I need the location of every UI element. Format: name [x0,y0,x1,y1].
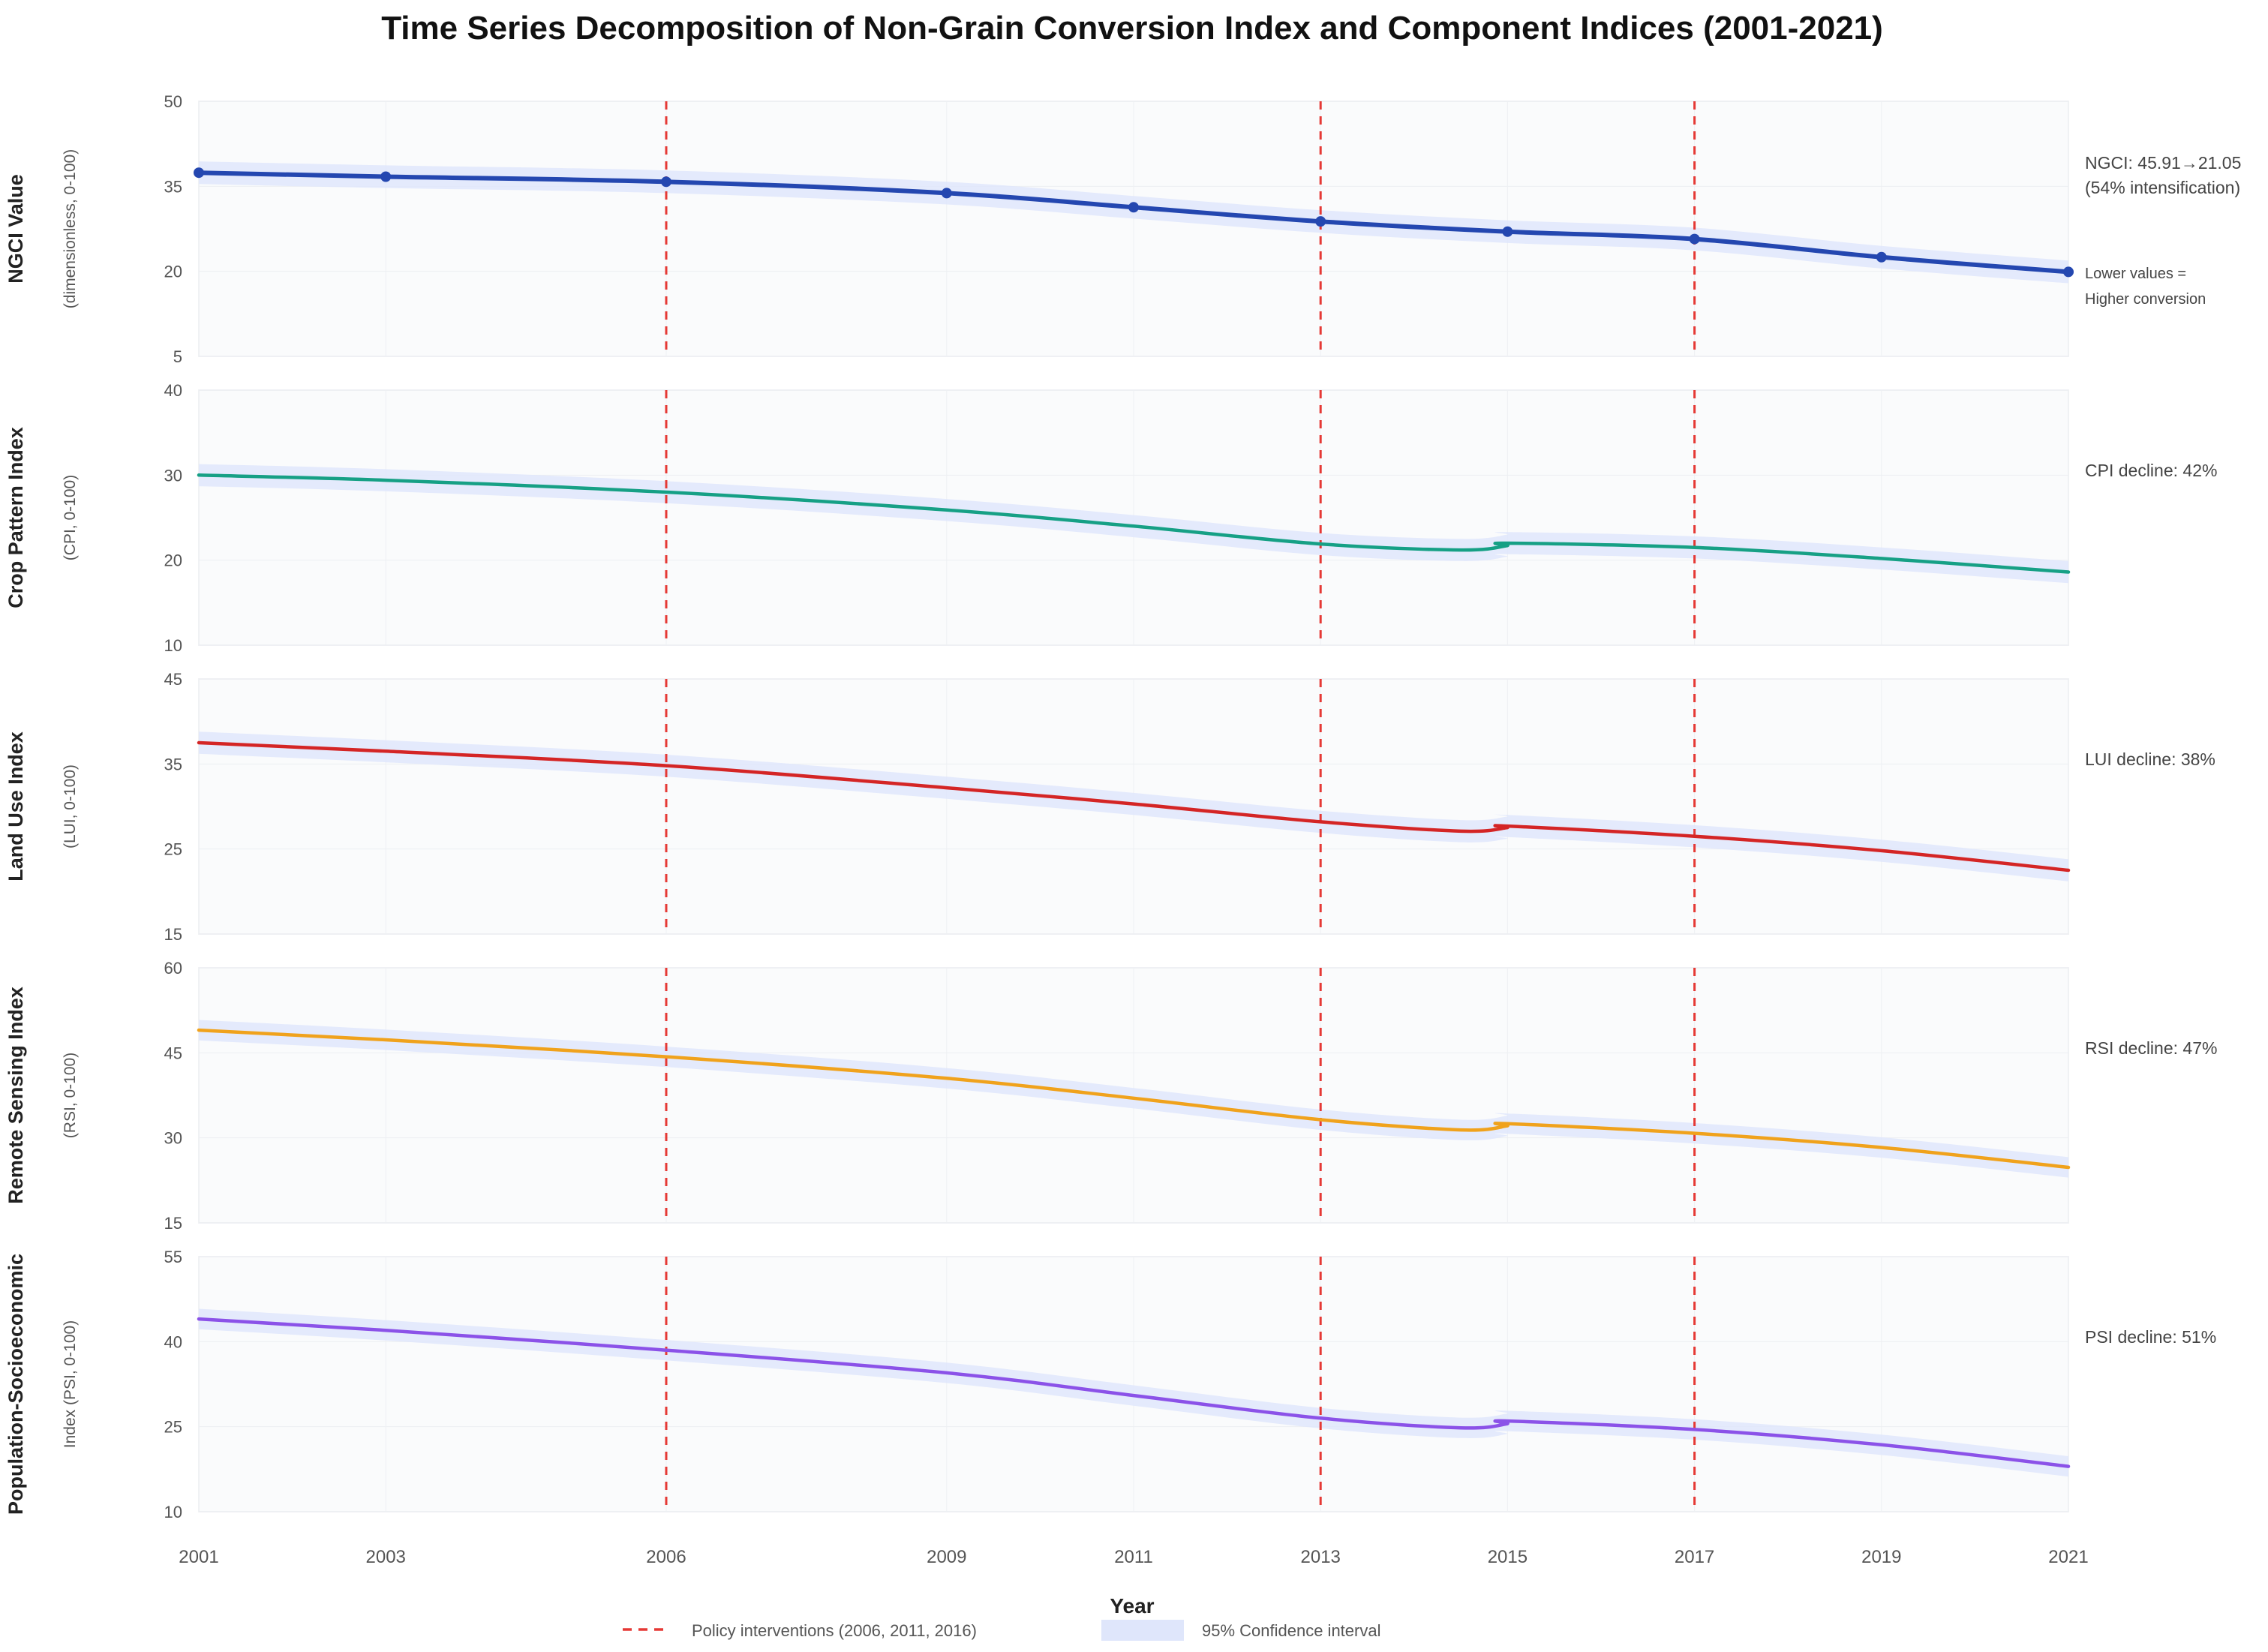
ngci-y-tick-label: 50 [164,92,182,111]
ngci-y-tick-label: 35 [164,177,182,196]
ngci-data-point [1876,251,1887,263]
ngci-data-point [194,167,204,179]
ngci-series-line [197,170,2071,275]
lui-decline-annotation: LUI decline: 38% [2085,749,2215,769]
panel-psi: 10 25 40 55 Population-Socioeconomic Index (P… [5,1248,2216,1521]
rsi-y-tick-label: 30 [164,1129,182,1148]
legend-ci-label: 95% Confidence interval [1202,1621,1380,1640]
ngci-y-tick-label: 5 [173,347,182,366]
psi-y-axis-subtitle: Index (PSI, 0-100) [62,1320,79,1448]
ngci-y-tick-label: 20 [164,263,182,281]
cpi-y-axis-subtitle: (CPI, 0-100) [62,475,79,560]
cpi-y-tick-label: 30 [164,466,182,485]
x-axis-label: Year [1110,1594,1154,1617]
ngci-data-point [661,176,671,188]
x-tick-label: 2011 [1114,1547,1153,1567]
ngci-intensification-annotation: (54% intensification) [2085,178,2240,197]
rsi-y-tick-label: 45 [164,1044,182,1062]
cpi-confidence-band [199,464,2068,584]
lui-y-tick-label: 25 [164,840,182,859]
chart-title: Time Series Decomposition of Non-Grain C… [381,10,1883,47]
ngci-data-point [1502,226,1513,237]
cpi-y-axis-title: Crop Pattern Index [5,427,27,608]
psi-y-tick-label: 10 [164,1503,182,1521]
legend-ci-swatch [1101,1620,1184,1641]
x-tick-label: 2013 [1301,1547,1341,1567]
x-tick-label: 2009 [927,1547,966,1567]
rsi-decline-annotation: RSI decline: 47% [2085,1038,2217,1058]
psi-decline-annotation: PSI decline: 51% [2085,1327,2216,1347]
rsi-y-tick-label: 60 [164,959,182,978]
ngci-data-point [2063,266,2074,278]
lui-y-tick-label: 35 [164,755,182,773]
lui-y-tick-label: 15 [164,925,182,944]
psi-y-tick-label: 25 [164,1418,182,1437]
psi-series-line [197,1317,2071,1468]
psi-y-tick-label: 55 [164,1248,182,1266]
panels-group: 5 20 35 50 NGCI Value (dimensionless, 0-100) N… [5,92,2241,1521]
x-tick-label: 2015 [1488,1547,1528,1567]
ngci-note-line2: Higher conversion [2085,291,2206,308]
psi-y-axis-title: Population-Socioeconomic [5,1254,27,1515]
legend: Policy interventions (2006, 2011, 2016) … [623,1620,1380,1641]
ngci-data-point [1689,233,1700,245]
lui-series-line [197,740,2071,873]
ngci-data-point [1128,202,1139,213]
cpi-series-line [197,473,2071,574]
panel-ngci: 5 20 35 50 NGCI Value (dimensionless, 0-100) N… [5,92,2241,366]
rsi-y-axis-subtitle: (RSI, 0-100) [62,1053,79,1138]
cpi-decline-annotation: CPI decline: 42% [2085,461,2217,480]
panel-rsi: 15 30 45 60 Remote Sensing Index (RSI, 0-100)… [5,959,2217,1233]
ngci-data-point [1315,216,1326,227]
ngci-y-axis-subtitle: (dimensionless, 0-100) [62,149,79,308]
ngci-note-line1: Lower values = [2085,266,2186,282]
x-tick-label: 2006 [646,1547,686,1567]
x-tick-label: 2017 [1675,1547,1714,1567]
cpi-y-tick-label: 20 [164,551,182,570]
panel-cpi: 10 20 30 40 Crop Pattern Index (CPI, 0-100) CP… [5,381,2217,655]
x-tick-label: 2001 [179,1547,218,1567]
ngci-range-annotation: NGCI: 45.91→21.05 [2085,153,2241,173]
psi-y-tick-label: 40 [164,1332,182,1351]
rsi-y-axis-title: Remote Sensing Index [5,987,27,1204]
x-tick-label: 2021 [2048,1547,2088,1567]
x-axis: 2001 2003 2006 2009 2011 2013 2015 2017 2019 2021 [179,1547,2088,1567]
ngci-data-point [941,188,952,199]
x-tick-label: 2003 [366,1547,406,1567]
x-tick-label: 2019 [1861,1547,1901,1567]
cpi-y-tick-label: 40 [164,381,182,400]
ngci-data-point [380,171,392,182]
legend-policy-label: Policy interventions (2006, 2011, 2016) [692,1621,977,1640]
lui-y-axis-title: Land Use Index [5,731,27,882]
rsi-y-tick-label: 15 [164,1214,182,1233]
panel-lui: 15 25 35 45 Land Use Index (LUI, 0-100) LUI de… [5,670,2215,944]
lui-y-tick-label: 45 [164,670,182,689]
ngci-y-axis-title: NGCI Value [5,174,27,284]
cpi-y-tick-label: 10 [164,636,182,655]
rsi-series-line [197,1028,2071,1170]
lui-y-axis-subtitle: (LUI, 0-100) [62,764,79,849]
